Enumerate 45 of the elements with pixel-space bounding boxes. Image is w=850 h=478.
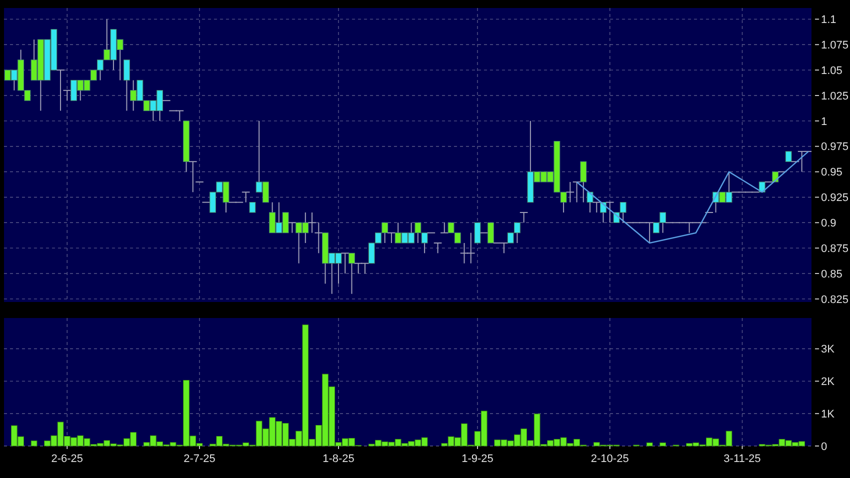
y-tick-label: 1.025: [821, 90, 849, 102]
y-tick-label: 0.875: [821, 242, 849, 255]
candlestick: [488, 222, 494, 244]
candlestick: [606, 202, 614, 224]
candlestick: [434, 242, 442, 254]
x-tick-label: 2-7-25: [184, 453, 216, 465]
bar: [660, 442, 666, 446]
y-tick-label: 1K: [821, 408, 836, 420]
y-tick-label: 0: [821, 440, 828, 453]
x-tick-label: 1-9-25: [462, 453, 494, 465]
x-tick-label: 1-8-25: [322, 453, 354, 465]
y-tick-label: 3K: [821, 344, 836, 356]
candlestick: [288, 222, 296, 234]
candlestick: [188, 161, 197, 193]
x-tick-label: 2-6-25: [51, 453, 84, 465]
candlestick: [249, 202, 256, 213]
candlestick: [474, 222, 481, 244]
y-tick-label: 1.075: [821, 39, 849, 52]
candlestick: [308, 212, 316, 234]
y-tick-label: 1: [821, 116, 828, 128]
candlestick: [314, 222, 323, 254]
bar: [30, 440, 38, 446]
candlestick: [63, 90, 72, 102]
y-tick-label: 0.975: [821, 141, 849, 154]
candlestick: [566, 181, 574, 203]
y-tick-label: 0.825: [821, 294, 849, 306]
candlestick: [341, 252, 350, 274]
x-tick-label: 2-10-25: [590, 453, 629, 465]
candlestick: [440, 222, 448, 234]
y-tick-label: 1.1: [821, 14, 836, 26]
y-tick-label: 0.925: [821, 192, 849, 204]
y-tick-label: 0.85: [821, 268, 842, 280]
y-tick-label: 0.95: [821, 166, 842, 179]
candlestick: [785, 151, 792, 162]
bar: [646, 442, 653, 446]
candlestick: [388, 232, 396, 244]
y-tick-label: 2K: [821, 376, 836, 388]
candlestick: [123, 59, 130, 112]
candlestick: [242, 192, 250, 203]
candlestick: [520, 212, 528, 224]
candlestick: [56, 70, 64, 112]
x-tick-label: 3-11-25: [724, 453, 761, 465]
y-tick-label: 0.9: [821, 218, 836, 230]
candlestick: [592, 202, 601, 213]
y-tick-label: 1.05: [821, 64, 842, 77]
